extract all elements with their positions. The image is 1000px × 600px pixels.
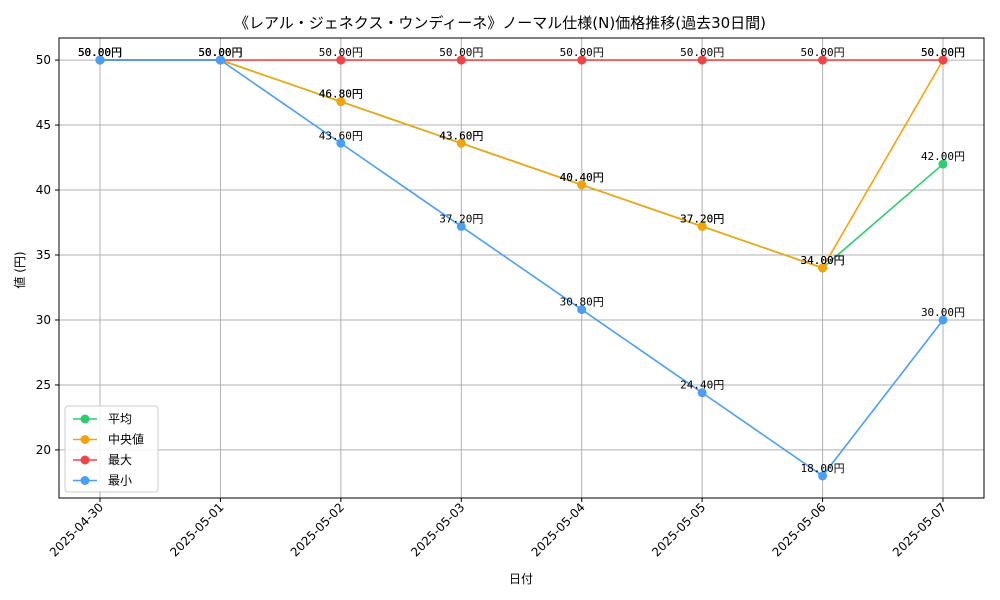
y-tick-label: 35 bbox=[36, 248, 51, 262]
data-point bbox=[697, 55, 707, 65]
legend-swatch-marker bbox=[80, 455, 90, 465]
legend-label: 最大 bbox=[108, 453, 132, 467]
y-tick-label: 30 bbox=[36, 313, 51, 327]
data-label: 42.00円 bbox=[921, 150, 965, 163]
y-axis-label: 値 (円) bbox=[12, 251, 27, 288]
data-label: 24.40円 bbox=[680, 379, 724, 392]
x-tick-label: 2025-05-05 bbox=[649, 500, 708, 559]
data-point bbox=[577, 55, 587, 65]
data-label: 46.80円 bbox=[319, 88, 363, 101]
data-label: 37.20円 bbox=[680, 212, 724, 225]
legend-label: 中央値 bbox=[108, 432, 144, 447]
series-中央値 bbox=[95, 55, 948, 273]
data-point bbox=[818, 471, 828, 481]
x-axis-ticks: 2025-04-30 2025-05-01 2025-05-02 2025-05-03… bbox=[47, 498, 949, 559]
data-label: 40.40円 bbox=[560, 171, 604, 184]
legend-swatch-marker bbox=[80, 476, 90, 485]
data-label: 50.00円 bbox=[801, 46, 845, 59]
data-label: 43.60円 bbox=[439, 129, 483, 142]
data-label: 50.00円 bbox=[78, 46, 122, 59]
legend-box bbox=[64, 405, 159, 493]
data-label: 50.00円 bbox=[198, 46, 242, 59]
data-label: 50.00円 bbox=[78, 46, 122, 59]
data-point bbox=[818, 55, 828, 65]
data-point bbox=[938, 159, 948, 169]
series-最小 bbox=[95, 55, 948, 481]
y-tick-label: 20 bbox=[36, 443, 51, 457]
data-label: 50.00円 bbox=[560, 46, 604, 59]
data-label: 30.00円 bbox=[921, 306, 965, 319]
y-tick-label: 40 bbox=[36, 183, 51, 197]
y-tick-label: 25 bbox=[36, 378, 51, 392]
x-tick-label: 2025-05-04 bbox=[529, 500, 588, 559]
data-point bbox=[336, 55, 346, 65]
y-tick-label: 50 bbox=[36, 53, 51, 67]
data-point bbox=[95, 55, 105, 65]
data-label: 50.00円 bbox=[198, 46, 242, 59]
series-line bbox=[100, 59, 944, 477]
x-tick-label: 2025-05-03 bbox=[408, 500, 467, 559]
data-point bbox=[336, 97, 346, 107]
data-label: 34.00円 bbox=[801, 254, 845, 267]
data-label: 37.20円 bbox=[680, 212, 724, 225]
data-label: 30.80円 bbox=[560, 296, 604, 309]
data-label: 37.20円 bbox=[439, 212, 483, 225]
data-point bbox=[697, 388, 707, 398]
data-label: 50.00円 bbox=[78, 46, 122, 59]
legend-label: 平均 bbox=[108, 412, 132, 426]
legend-item: 中央値 bbox=[73, 432, 144, 447]
data-point bbox=[456, 221, 466, 231]
data-point bbox=[456, 138, 466, 148]
data-label: 50.00円 bbox=[319, 46, 363, 59]
data-label: 50.00円 bbox=[921, 46, 965, 59]
legend-item: 平均 bbox=[73, 412, 132, 426]
x-tick-label: 2025-05-02 bbox=[288, 500, 347, 559]
x-tick-label: 2025-05-07 bbox=[890, 500, 949, 559]
x-axis-label: 日付 bbox=[509, 572, 533, 586]
data-point bbox=[697, 221, 707, 231]
chart-title: 《レアル・ジェネクス・ウンディーネ》ノーマル仕様(N)価格推移(過去30日間) bbox=[234, 14, 766, 32]
data-label: 43.60円 bbox=[319, 129, 363, 142]
data-labels: 50.00円 50.00円 46.80円 43.60円 40.40円 37.20円 34.0… bbox=[78, 46, 965, 475]
data-label: 46.80円 bbox=[319, 88, 363, 101]
y-axis-ticks: 20 25 30 35 40 45 50 bbox=[36, 53, 59, 457]
x-tick-label: 2025-05-01 bbox=[167, 500, 226, 559]
data-label: 34.00円 bbox=[801, 254, 845, 267]
data-label: 18.00円 bbox=[801, 462, 845, 475]
y-tick-label: 45 bbox=[36, 118, 51, 132]
plot-frame bbox=[58, 37, 985, 499]
legend-item: 最小 bbox=[73, 474, 132, 488]
data-point bbox=[577, 180, 587, 190]
legend-item: 最大 bbox=[73, 453, 132, 467]
data-point bbox=[938, 55, 948, 65]
legend-label: 最小 bbox=[108, 474, 132, 488]
data-label: 50.00円 bbox=[78, 46, 122, 59]
data-point bbox=[336, 138, 346, 148]
data-point bbox=[818, 263, 828, 273]
series-layer bbox=[95, 55, 948, 481]
series-line bbox=[100, 59, 944, 269]
data-label: 50.00円 bbox=[680, 46, 724, 59]
data-label: 43.60円 bbox=[439, 129, 483, 142]
data-label: 50.00円 bbox=[198, 46, 242, 59]
legend-swatch-marker bbox=[80, 435, 90, 444]
data-label: 50.00円 bbox=[921, 46, 965, 59]
x-tick-label: 2025-04-30 bbox=[47, 500, 106, 559]
data-label: 50.00円 bbox=[439, 46, 483, 59]
data-point bbox=[456, 55, 466, 65]
data-point bbox=[938, 315, 948, 325]
data-label: 50.00円 bbox=[198, 46, 242, 59]
data-point bbox=[215, 55, 225, 65]
data-label: 40.40円 bbox=[560, 171, 604, 184]
x-tick-label: 2025-05-06 bbox=[769, 500, 828, 559]
data-point bbox=[577, 305, 587, 315]
legend-swatch-marker bbox=[80, 414, 90, 424]
